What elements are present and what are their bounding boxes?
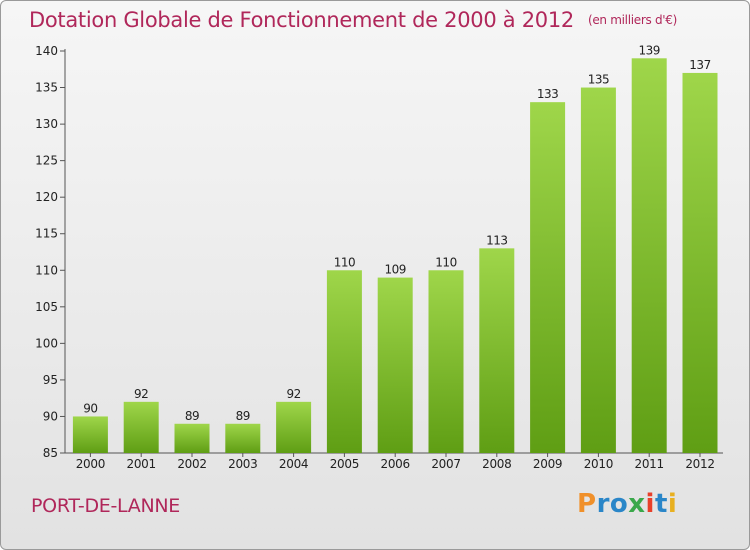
x-tick-label: 2005 [330, 457, 359, 471]
x-tick-label: 2010 [584, 457, 613, 471]
x-tick-label: 2004 [279, 457, 308, 471]
bar-value-label: 89 [185, 409, 199, 423]
x-tick-label: 2000 [76, 457, 105, 471]
chart-unit: (en milliers d'€) [587, 13, 677, 27]
bar [174, 423, 210, 453]
x-tick-label: 2007 [431, 457, 460, 471]
bar-value-label: 139 [638, 43, 659, 57]
logo-letter: x [628, 489, 646, 519]
bar-value-label: 92 [286, 387, 300, 401]
y-tick-label: 120 [35, 190, 58, 204]
logo-letter: i [667, 489, 678, 519]
y-tick-label: 90 [43, 409, 58, 423]
proxiti-logo: Proxiti [577, 489, 677, 519]
bar-value-label: 110 [334, 255, 355, 269]
bar [530, 102, 566, 453]
bar-value-label: 90 [83, 401, 97, 415]
y-tick-label: 105 [35, 300, 58, 314]
x-tick-label: 2012 [685, 457, 714, 471]
y-tick-label: 115 [35, 227, 58, 241]
bar [631, 58, 667, 454]
logo-letter: i [645, 489, 655, 519]
y-tick-label: 110 [35, 263, 58, 277]
y-tick-label: 130 [35, 117, 58, 131]
chart-axes: 85 90 95 100 105 110 115 120 125 130 135 140 2000 200… [35, 44, 723, 471]
x-tick-label: 2008 [482, 457, 511, 471]
bar [326, 270, 362, 453]
bar [479, 248, 515, 453]
bar-value-label: 113 [486, 233, 507, 247]
chart-bars: 90 92 89 89 92 110 109 110 113 133 135 139 137 [72, 43, 718, 454]
bar [123, 401, 159, 453]
chart-title-text: Dotation Globale de Fonctionnement de 20… [29, 8, 574, 32]
x-tick-label: 2011 [635, 457, 664, 471]
y-tick-label: 140 [35, 44, 58, 58]
bar-value-label: 135 [588, 73, 609, 87]
x-tick-label: 2002 [177, 457, 206, 471]
bar [580, 87, 616, 453]
bar-value-label: 89 [236, 409, 250, 423]
x-tick-label: 2001 [127, 457, 156, 471]
logo-letter: t [654, 489, 668, 519]
bar [428, 270, 464, 453]
chart-title: Dotation Globale de Fonctionnement de 20… [29, 8, 677, 32]
logo-letter: P [577, 489, 597, 519]
bar [72, 416, 108, 453]
bar [225, 423, 261, 453]
y-tick-label: 125 [35, 154, 58, 168]
x-tick-label: 2003 [228, 457, 257, 471]
bar-value-label: 137 [689, 58, 710, 72]
y-tick-label: 95 [43, 373, 58, 387]
bar-value-label: 133 [537, 87, 558, 101]
x-tick-label: 2009 [533, 457, 562, 471]
y-tick-label: 135 [35, 81, 58, 95]
bar-value-label: 92 [134, 387, 148, 401]
city-name: PORT-DE-LANNE [31, 495, 180, 517]
bar [276, 401, 312, 453]
y-tick-label: 100 [35, 336, 58, 350]
logo-letter: r [596, 489, 610, 519]
bar [377, 277, 413, 453]
bar-value-label: 109 [384, 263, 405, 277]
y-tick-label: 85 [43, 446, 58, 460]
x-tick-label: 2006 [381, 457, 410, 471]
bar-value-label: 110 [435, 255, 456, 269]
logo-letter: o [609, 489, 629, 519]
bar [682, 72, 718, 453]
